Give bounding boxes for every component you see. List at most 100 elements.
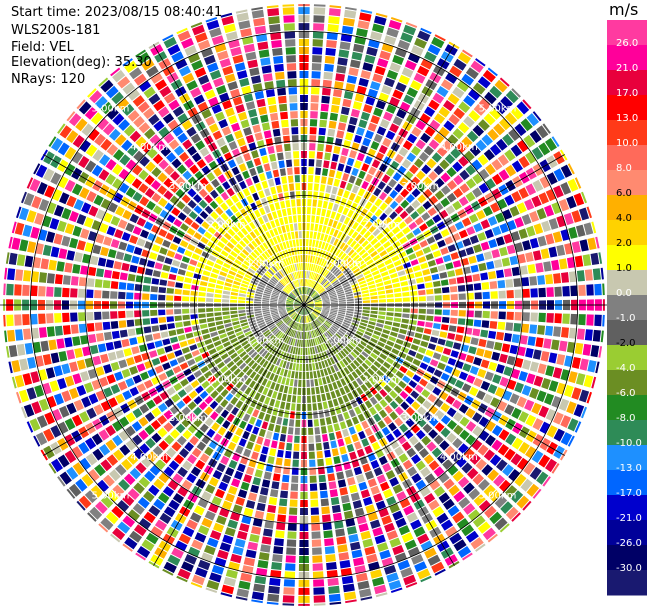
velocity-bin xyxy=(283,587,294,595)
velocity-bin xyxy=(287,539,297,547)
velocity-bin xyxy=(278,409,284,417)
velocity-bin xyxy=(311,523,320,531)
velocity-bin xyxy=(290,103,298,110)
velocity-bin xyxy=(444,365,453,373)
velocity-bin xyxy=(104,270,112,279)
velocity-bin xyxy=(149,350,158,358)
velocity-bin xyxy=(162,240,171,248)
velocity-bin xyxy=(222,66,233,76)
velocity-bin xyxy=(372,442,381,451)
velocity-bin xyxy=(420,341,428,348)
velocity-bin xyxy=(473,223,482,233)
velocity-bin xyxy=(276,185,282,193)
velocity-bin xyxy=(333,513,342,521)
velocity-bin xyxy=(173,383,182,392)
velocity-bin xyxy=(317,232,321,239)
velocity-bin xyxy=(197,227,206,235)
velocity-bin xyxy=(370,520,381,529)
velocity-bin xyxy=(176,328,184,334)
velocity-bin xyxy=(543,261,551,271)
velocity-bin xyxy=(329,8,341,16)
velocity-bin xyxy=(210,273,218,279)
velocity-bin xyxy=(349,175,356,183)
velocity-bin xyxy=(538,363,547,374)
velocity-bin xyxy=(572,241,581,253)
elevation-label: Elevation(deg): 35.30 xyxy=(11,55,152,70)
velocity-bin xyxy=(562,314,570,324)
velocity-bin xyxy=(180,223,189,231)
velocity-bin xyxy=(396,265,404,271)
velocity-bin xyxy=(587,238,596,251)
velocity-bin xyxy=(394,386,403,394)
velocity-bin xyxy=(330,194,336,202)
velocity-bin xyxy=(232,148,241,157)
velocity-bin xyxy=(103,236,112,246)
velocity-bin xyxy=(187,228,196,236)
velocity-bin xyxy=(287,435,293,443)
velocity-bin xyxy=(235,62,246,71)
velocity-bin xyxy=(443,295,450,301)
velocity-bin xyxy=(505,322,513,331)
velocity-bin xyxy=(378,291,385,295)
velocity-bin xyxy=(490,281,498,289)
velocity-bin xyxy=(143,285,151,292)
velocity-bin xyxy=(320,386,325,394)
velocity-bin xyxy=(403,297,410,301)
velocity-bin xyxy=(470,235,479,244)
velocity-bin xyxy=(144,241,153,250)
velocity-bin xyxy=(345,599,357,603)
velocity-bin xyxy=(51,247,60,258)
velocity-bin xyxy=(288,387,292,394)
velocity-bin xyxy=(326,227,331,235)
velocity-bin xyxy=(502,257,511,266)
velocity-bin xyxy=(194,248,202,255)
velocity-bin xyxy=(339,156,346,164)
velocity-bin xyxy=(492,374,501,384)
velocity-bin xyxy=(308,175,313,182)
velocity-bin xyxy=(447,333,455,340)
velocity-bin xyxy=(239,438,247,447)
velocity-bin xyxy=(299,263,301,270)
velocity-bin xyxy=(254,309,261,312)
velocity-bin xyxy=(226,31,238,41)
velocity-bin xyxy=(285,378,289,386)
velocity-bin xyxy=(459,372,468,381)
colorbar-tick-label: 2.0 xyxy=(616,238,632,249)
velocity-bin xyxy=(394,288,402,293)
velocity-bin xyxy=(166,309,173,315)
velocity-bin xyxy=(326,376,331,384)
velocity-bin xyxy=(322,225,327,233)
velocity-bin xyxy=(413,359,421,367)
velocity-bin xyxy=(239,290,246,294)
velocity-bin xyxy=(439,331,447,338)
velocity-bin xyxy=(368,478,377,487)
velocity-bin xyxy=(182,256,190,263)
velocity-bin xyxy=(227,81,238,90)
velocity-bin xyxy=(224,323,232,328)
velocity-bin xyxy=(306,364,309,371)
velocity-bin xyxy=(315,176,321,183)
velocity-bin xyxy=(216,416,225,425)
velocity-bin xyxy=(129,366,138,375)
velocity-bin xyxy=(19,239,28,251)
velocity-bin xyxy=(70,313,78,322)
velocity-bin xyxy=(293,452,299,459)
velocity-bin xyxy=(349,409,356,417)
velocity-bin xyxy=(455,241,464,250)
velocity-bin xyxy=(368,512,378,521)
velocity-bin xyxy=(324,64,334,72)
velocity-bin xyxy=(220,399,228,408)
velocity-bin xyxy=(295,175,300,182)
velocity-bin xyxy=(111,239,120,248)
velocity-bin xyxy=(422,335,430,342)
velocity-bin xyxy=(6,284,14,296)
velocity-bin xyxy=(358,431,366,440)
velocity-bin xyxy=(137,217,146,226)
velocity-bin xyxy=(186,271,194,277)
velocity-bin xyxy=(162,338,170,345)
velocity-bin xyxy=(330,5,342,8)
velocity-bin xyxy=(262,300,269,302)
velocity-bin xyxy=(90,345,99,355)
velocity-bin xyxy=(400,391,409,400)
velocity-bin xyxy=(387,308,394,312)
